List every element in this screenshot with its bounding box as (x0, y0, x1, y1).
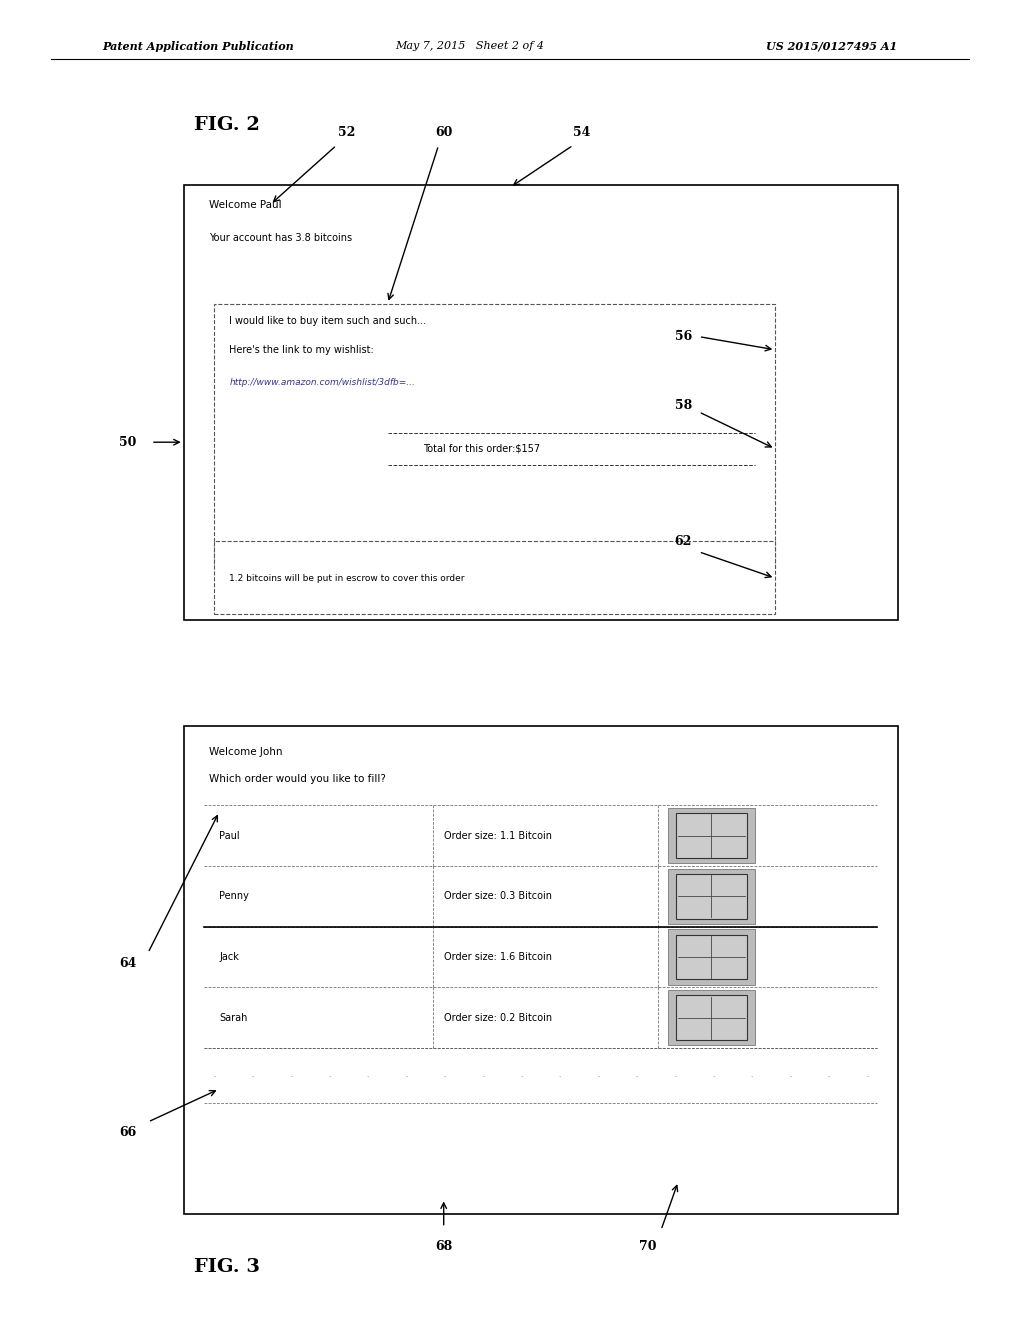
Text: 62: 62 (674, 535, 692, 548)
Text: Penny: Penny (219, 891, 249, 902)
Text: .: . (674, 1072, 676, 1078)
Text: Which order would you like to fill?: Which order would you like to fill? (209, 774, 385, 784)
Text: Patent Application Publication: Patent Application Publication (102, 41, 293, 51)
Text: .: . (750, 1072, 752, 1078)
FancyBboxPatch shape (214, 541, 774, 614)
FancyBboxPatch shape (667, 990, 754, 1045)
Text: 68: 68 (435, 1239, 451, 1253)
Text: 56: 56 (675, 330, 691, 343)
Text: .: . (711, 1072, 714, 1078)
Text: FIG. 2: FIG. 2 (194, 116, 260, 135)
Text: .: . (596, 1072, 599, 1078)
Text: .: . (405, 1072, 407, 1078)
Text: 64: 64 (118, 957, 137, 970)
FancyBboxPatch shape (183, 185, 897, 620)
Text: 54: 54 (572, 125, 590, 139)
Text: .: . (520, 1072, 522, 1078)
Text: .: . (366, 1072, 369, 1078)
Text: 52: 52 (337, 125, 356, 139)
Text: 50: 50 (118, 436, 137, 449)
Text: .: . (481, 1072, 484, 1078)
Text: .: . (865, 1072, 867, 1078)
Text: Order size: 1.6 Bitcoin: Order size: 1.6 Bitcoin (443, 952, 551, 962)
Text: Jack: Jack (219, 952, 238, 962)
FancyBboxPatch shape (667, 808, 754, 863)
Text: I would like to buy item such and such...: I would like to buy item such and such..… (229, 315, 426, 326)
Text: .: . (443, 1072, 445, 1078)
Text: Order size: 0.3 Bitcoin: Order size: 0.3 Bitcoin (443, 891, 551, 902)
Text: Order size: 1.1 Bitcoin: Order size: 1.1 Bitcoin (443, 830, 551, 841)
Text: Welcome John: Welcome John (209, 747, 282, 758)
Text: .: . (328, 1072, 330, 1078)
Text: 1.2 bitcoins will be put in escrow to cover this order: 1.2 bitcoins will be put in escrow to co… (229, 574, 465, 582)
FancyBboxPatch shape (676, 935, 746, 979)
Text: FIG. 3: FIG. 3 (194, 1258, 260, 1276)
FancyBboxPatch shape (667, 929, 754, 985)
Text: Sarah: Sarah (219, 1012, 248, 1023)
FancyBboxPatch shape (667, 869, 754, 924)
FancyBboxPatch shape (183, 726, 897, 1214)
Text: Paul: Paul (219, 830, 239, 841)
Text: Total for this order:$157: Total for this order:$157 (423, 444, 540, 454)
Text: 66: 66 (119, 1126, 136, 1139)
FancyBboxPatch shape (676, 813, 746, 858)
Text: US 2015/0127495 A1: US 2015/0127495 A1 (765, 41, 897, 51)
Text: .: . (213, 1072, 215, 1078)
Text: 58: 58 (675, 399, 691, 412)
Text: May 7, 2015   Sheet 2 of 4: May 7, 2015 Sheet 2 of 4 (394, 41, 543, 51)
Text: .: . (635, 1072, 637, 1078)
Text: 70: 70 (638, 1239, 656, 1253)
Text: .: . (289, 1072, 291, 1078)
Text: .: . (252, 1072, 254, 1078)
Text: .: . (826, 1072, 828, 1078)
Text: .: . (789, 1072, 791, 1078)
Text: Welcome Paul: Welcome Paul (209, 199, 281, 210)
Text: Order size: 0.2 Bitcoin: Order size: 0.2 Bitcoin (443, 1012, 551, 1023)
FancyBboxPatch shape (676, 995, 746, 1040)
Text: 60: 60 (434, 125, 452, 139)
FancyBboxPatch shape (676, 874, 746, 919)
Text: http://www.amazon.com/wishlist/3dfb=...: http://www.amazon.com/wishlist/3dfb=... (229, 379, 415, 387)
Text: Your account has 3.8 bitcoins: Your account has 3.8 bitcoins (209, 232, 352, 243)
Text: Here's the link to my wishlist:: Here's the link to my wishlist: (229, 345, 374, 355)
Text: .: . (558, 1072, 560, 1078)
FancyBboxPatch shape (214, 304, 774, 568)
